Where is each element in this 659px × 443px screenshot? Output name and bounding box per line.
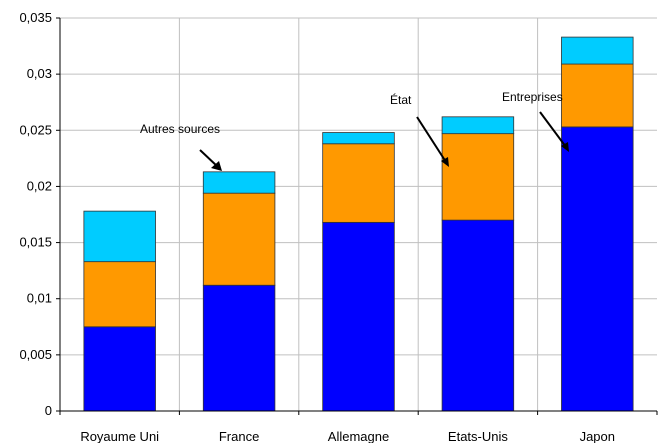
bar-segment-1 bbox=[441, 219, 515, 412]
y-tick-label: 0,035 bbox=[19, 10, 52, 25]
bar-segment-1 bbox=[561, 126, 634, 412]
annotation-arrows bbox=[199, 111, 569, 171]
x-category-label: Royaume Uni bbox=[80, 429, 159, 443]
x-category-label: Japon bbox=[580, 429, 615, 443]
bar-segment-2 bbox=[441, 133, 515, 221]
annotation-entreprises: Entreprises bbox=[502, 90, 563, 104]
bar-segment-2 bbox=[561, 63, 634, 128]
arrow-etat bbox=[416, 116, 447, 163]
y-tick-label: 0,02 bbox=[27, 178, 52, 193]
arrow-autres-sources bbox=[199, 149, 219, 168]
arrowhead-autres-sources bbox=[211, 161, 222, 171]
y-tick-label: 0,015 bbox=[19, 235, 52, 250]
bar-segment-3 bbox=[441, 116, 515, 135]
x-category-label: France bbox=[219, 429, 259, 443]
annotation-autres-sources: Autres sources bbox=[140, 122, 220, 136]
x-category-label: Allemagne bbox=[328, 429, 389, 443]
bar-segment-3 bbox=[202, 171, 276, 194]
y-tick-label: 0,025 bbox=[19, 122, 52, 137]
y-tick-label: 0,03 bbox=[27, 66, 52, 81]
bar-segment-2 bbox=[83, 261, 156, 328]
bar-segment-3 bbox=[561, 36, 634, 65]
bar-segment-1 bbox=[322, 221, 395, 412]
arrowhead-etat bbox=[441, 157, 449, 167]
bars bbox=[83, 36, 634, 412]
y-axis: 0 0,005 0,01 0,015 0,02 0,025 0,03 0,035 bbox=[19, 10, 60, 418]
arrowhead-entreprises bbox=[561, 142, 569, 152]
bar-segment-1 bbox=[83, 326, 156, 412]
y-tick-label: 0 bbox=[45, 403, 52, 418]
bar-segment-3 bbox=[83, 210, 156, 263]
y-tick-label: 0,01 bbox=[27, 291, 52, 306]
x-axis: Royaume Uni France Allemagne Etats-Unis Japo… bbox=[59, 411, 658, 443]
bar-segment-1 bbox=[202, 284, 276, 412]
bar-segment-3 bbox=[322, 132, 395, 145]
x-category-label: Etats-Unis bbox=[448, 429, 508, 443]
annotation-etat: État bbox=[390, 92, 412, 107]
bar-segment-2 bbox=[322, 143, 395, 223]
y-tick-label: 0,005 bbox=[19, 347, 52, 362]
bar-segment-2 bbox=[202, 192, 276, 286]
arrow-entreprises bbox=[539, 111, 567, 148]
